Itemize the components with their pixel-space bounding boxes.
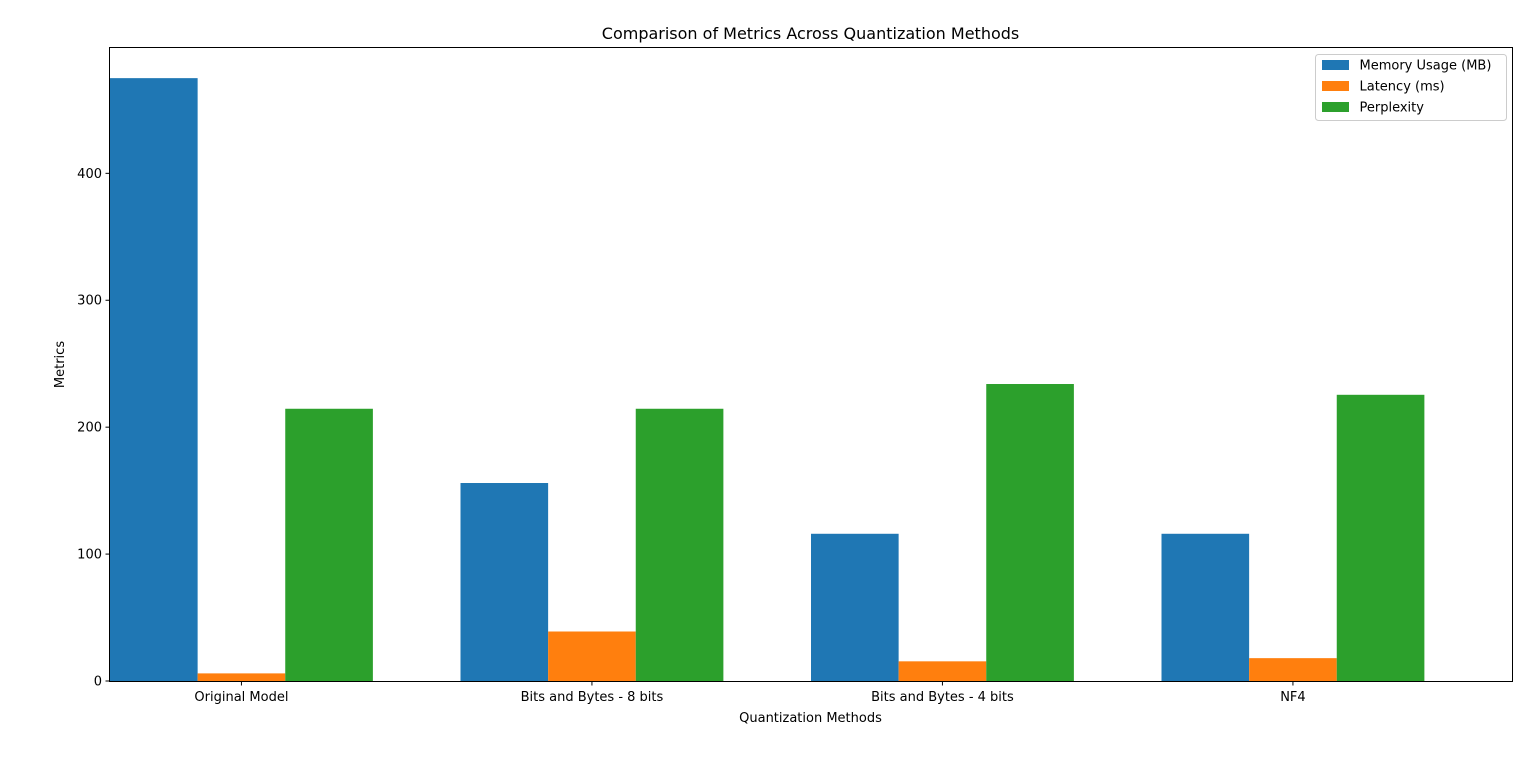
- legend-swatch: [1322, 81, 1349, 91]
- bar-perplexity-0: [285, 408, 373, 681]
- bar-perplexity-2: [986, 384, 1074, 681]
- x-axis: Original Model Bits and Bytes - 8 bits Bit…: [194, 681, 1306, 705]
- bar-memory-usage-mb-2: [811, 533, 899, 681]
- plot-frame: [109, 47, 1513, 682]
- bar-perplexity-1: [635, 408, 724, 681]
- x-tick-label: Bits and Bytes - 8 bits: [521, 690, 664, 705]
- bar-memory-usage-mb-0: [110, 78, 198, 681]
- y-axis: 0 100 200 300 400: [77, 167, 110, 690]
- y-tick-label: 100: [77, 548, 102, 563]
- legend-label: Perplexity: [1360, 101, 1425, 116]
- legend-box: [1315, 54, 1507, 121]
- bars-layer: [110, 78, 1425, 681]
- x-axis-label: Quantization Methods: [739, 711, 882, 726]
- bar-memory-usage-mb-3: [1161, 533, 1250, 681]
- legend-label: Memory Usage (MB): [1360, 59, 1492, 74]
- chart-title: Comparison of Metrics Across Quantizatio…: [602, 24, 1019, 43]
- bar-memory-usage-mb-1: [460, 483, 549, 681]
- x-tick-label: Bits and Bytes - 4 bits: [871, 690, 1014, 705]
- y-tick-label: 200: [77, 421, 102, 436]
- x-tick-label: Original Model: [194, 690, 288, 705]
- y-axis-label: Metrics: [53, 341, 68, 388]
- legend-swatch: [1322, 102, 1349, 112]
- legend-swatch: [1322, 60, 1349, 70]
- legend-label: Latency (ms): [1360, 80, 1445, 95]
- y-tick-label: 0: [94, 675, 102, 690]
- x-tick-label: NF4: [1280, 690, 1305, 705]
- legend: Memory Usage (MB) Latency (ms) Perplexity: [1315, 54, 1507, 121]
- y-tick-label: 300: [77, 294, 102, 309]
- bar-perplexity-3: [1336, 394, 1425, 681]
- bar-latency-ms-1: [548, 631, 636, 681]
- bar-latency-ms-2: [898, 661, 987, 681]
- y-tick-label: 400: [77, 167, 102, 182]
- bar-latency-ms-0: [197, 673, 286, 681]
- bar-latency-ms-3: [1249, 658, 1337, 681]
